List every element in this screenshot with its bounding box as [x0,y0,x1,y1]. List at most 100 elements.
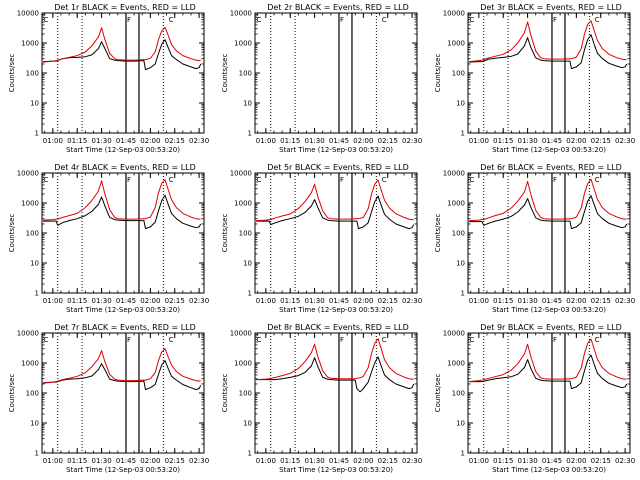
panel-3-y-tick-label: 1000 [447,40,465,48]
panel-8-x-tick-label: 01:15 [280,457,300,465]
panel-2-flag-label: C [382,16,387,24]
panel-7-y-tick-label: 1000 [21,360,39,368]
panel-3-x-tick-label: 01:00 [469,137,489,145]
panel-1-x-tick-label: 01:30 [92,137,112,145]
panel-1-y-tick-label: 1000 [21,40,39,48]
panel-6-x-tick-label: 01:15 [493,297,513,305]
panel-8-x-tick-label: 01:00 [256,457,276,465]
panel-4-y-axis-label: Counts/sec [8,214,16,253]
panel-7-x-tick-label: 02:30 [189,457,209,465]
panel-3-y-tick-label: 10 [456,100,465,108]
panel-4-y-tick-label: 100 [26,230,39,238]
panel-3-x-tick-label: 01:45 [542,137,562,145]
panel-5-x-tick-label: 01:15 [280,297,300,305]
panel-2-y-tick-label: 10000 [230,10,252,18]
panel-8-flag-label: C [382,336,387,344]
panel-2-x-tick-label: 01:45 [329,137,349,145]
panel-5-series-events-line [256,195,415,230]
panel-4-y-tick-label: 1 [35,290,39,298]
panel-4-flag-label: C [44,176,49,184]
panel-4-series-events-line [43,194,202,230]
panel-8-flag-label: F [340,336,344,344]
panel-2-flag-label: C [257,16,262,24]
panel-6-x-tick-label: 02:00 [566,297,586,305]
panel-9-y-tick-label: 10 [456,420,465,428]
panel-8-series-lld-line [256,338,414,381]
panel-4-y-tick-label: 1000 [21,200,39,208]
panel-3-x-tick-label: 01:30 [518,137,538,145]
panel-4-x-tick-label: 01:00 [43,297,63,305]
panel-7-flag-label: C [169,336,174,344]
panel-5-x-tick-label: 02:15 [378,297,398,305]
panel-9-x-axis-label: Start Time (12-Sep-03 00:53:20) [492,466,606,474]
panel-5-title: Det 5r BLACK = Events, RED = LLD [267,163,409,172]
panel-5-flag-label: C [257,176,262,184]
panel-1-x-tick-label: 01:45 [116,137,136,145]
panel-1-y-tick-label: 10 [30,100,39,108]
panel-9-y-axis-label: Counts/sec [434,374,442,413]
panel-5-x-axis-label: Start Time (12-Sep-03 00:53:20) [279,306,393,314]
panel-2-x-axis-label: Start Time (12-Sep-03 00:53:20) [279,146,393,154]
panel-6-flag-label: F [553,176,557,184]
panel-8-x-tick-label: 02:30 [402,457,422,465]
panel-4-x-tick-label: 02:00 [140,297,160,305]
panel-6-y-tick-label: 100 [452,230,465,238]
panel-7-y-tick-label: 10000 [17,330,39,338]
panel-4-title: Det 4r BLACK = Events, RED = LLD [54,163,196,172]
panel-4-y-tick-label: 10 [30,260,39,268]
panel-9-title: Det 9r BLACK = Events, RED = LLD [480,323,622,332]
panel-1-title: Det 1r BLACK = Events, RED = LLD [54,3,196,12]
panel-2-x-tick-label: 01:15 [280,137,300,145]
panel-9-x-tick-label: 01:15 [493,457,513,465]
panel-6-series-events-line [469,195,628,230]
panel-5-x-tick-label: 01:30 [305,297,325,305]
panel-3-y-tick-label: 10000 [443,10,465,18]
panel-5-y-axis-label: Counts/sec [221,214,229,253]
panel-7-x-tick-label: 01:30 [92,457,112,465]
panel-5-flag-label: C [382,176,387,184]
panel-9-y-tick-label: 1 [461,450,465,458]
panel-4-flag-label: F [127,176,131,184]
panel-6-x-tick-label: 01:45 [542,297,562,305]
panel-9-series-lld-line [469,338,627,383]
panel-5-frame [254,172,418,294]
panel-9-x-tick-label: 01:45 [542,457,562,465]
panel-7-title: Det 7r BLACK = Events, RED = LLD [54,323,196,332]
panel-6-y-axis-label: Counts/sec [434,214,442,253]
panel-3-flag-label: F [553,16,557,24]
panel-7-x-tick-label: 01:45 [116,457,136,465]
panel-9-series-events-line [469,354,628,390]
panel-9-flag-label: F [553,336,557,344]
panel-2-y-tick-label: 100 [239,70,252,78]
panel-5-x-tick-label: 01:00 [256,297,276,305]
panel-5-series-lld-line [256,179,414,222]
panel-9-flag-label: C [595,336,600,344]
panel-5-x-tick-label: 01:45 [329,297,349,305]
panel-1-y-axis-label: Counts/sec [8,54,16,93]
panel-2-x-tick-label: 01:00 [256,137,276,145]
panel-8-x-tick-label: 01:30 [305,457,325,465]
panel-6-x-axis-label: Start Time (12-Sep-03 00:53:20) [492,306,606,314]
panel-3-x-tick-label: 02:00 [566,137,586,145]
panel-2-y-tick-label: 10 [243,100,252,108]
panel-2-y-tick-label: 1000 [234,40,252,48]
panel-1-x-axis-label: Start Time (12-Sep-03 00:53:20) [66,146,180,154]
panel-5-x-tick-label: 02:30 [402,297,422,305]
panel-6-x-tick-label: 02:15 [591,297,611,305]
panel-3-title: Det 3r BLACK = Events, RED = LLD [480,3,622,12]
panel-5-y-tick-label: 10000 [230,170,252,178]
panel-1-x-tick-label: 02:00 [140,137,160,145]
panel-7-x-axis-label: Start Time (12-Sep-03 00:53:20) [66,466,180,474]
panel-4-series-lld-line [43,179,201,221]
panel-1-x-tick-label: 01:00 [43,137,63,145]
panel-9-x-tick-label: 02:30 [615,457,635,465]
panel-6-y-tick-label: 10000 [443,170,465,178]
panel-7-y-axis-label: Counts/sec [8,374,16,413]
panel-9-x-tick-label: 02:00 [566,457,586,465]
panel-2-frame [254,12,418,134]
panel-6-x-tick-label: 01:30 [518,297,538,305]
panel-7-y-tick-label: 10 [30,420,39,428]
panel-8-y-tick-label: 10000 [230,330,252,338]
panel-5-x-tick-label: 02:00 [353,297,373,305]
panel-5-y-tick-label: 1 [248,290,252,298]
